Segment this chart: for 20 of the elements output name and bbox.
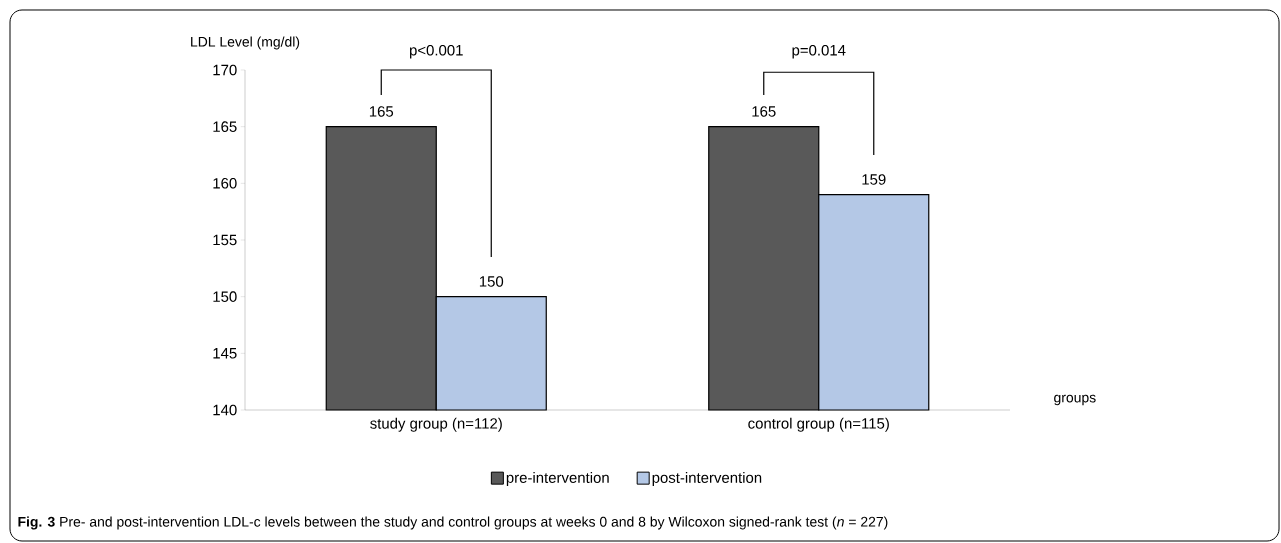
x-tick-label: study group (n=112) [370,417,502,432]
y-axis-title: LDL Level (mg/dl) [191,36,300,50]
data-label: 165 [752,106,776,117]
data-label: 165 [369,106,394,117]
text: Fig. 3 Pre- and post-intervention LDL-c levels between the study and control groups at weeks 0 and 8 by Wilcoxon signed-rank test (n = 227) [18,516,888,530]
y-tick-label: 170 [213,64,237,76]
x-axis-title: groups [1054,394,1096,406]
text: p=0.014 [792,44,846,59]
y-tick-label: 155 [213,234,237,246]
y-tick-label: 150 [213,291,237,302]
y-tick-label: 145 [213,348,237,359]
y-tick-label: 140 [213,404,237,416]
legend-label: pre-intervention [506,471,609,486]
x-tick-label: control group (n=115) [748,417,889,432]
data-label: 159 [862,174,886,185]
data-label: 150 [479,276,504,287]
y-tick-label: 160 [213,178,237,189]
y-tick-label: 165 [213,121,237,132]
legend-label: post-intervention [652,471,762,486]
text: p<0.001 [410,44,463,59]
